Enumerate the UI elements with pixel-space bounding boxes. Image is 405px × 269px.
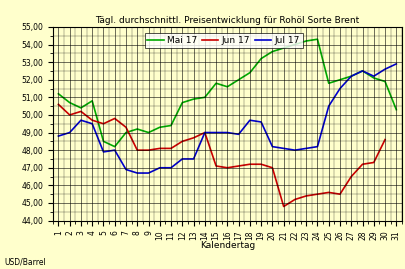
- Jun 17: [303, 194, 308, 197]
- Jul 17: [247, 119, 252, 122]
- Jul 17: [213, 131, 218, 134]
- Jul 17: [90, 122, 94, 125]
- Mai 17: [179, 101, 184, 104]
- Jun 17: [382, 138, 386, 141]
- Jun 17: [90, 119, 94, 122]
- Mai 17: [348, 75, 353, 78]
- Jul 17: [393, 62, 398, 65]
- Jul 17: [179, 157, 184, 161]
- Jun 17: [213, 164, 218, 168]
- Line: Jul 17: Jul 17: [58, 64, 395, 173]
- Jul 17: [269, 145, 274, 148]
- Jul 17: [224, 131, 229, 134]
- Mai 17: [157, 126, 162, 129]
- Mai 17: [134, 128, 139, 131]
- Jul 17: [78, 119, 83, 122]
- Jun 17: [123, 126, 128, 129]
- Line: Jun 17: Jun 17: [58, 104, 384, 207]
- Title: Tägl. durchschnittl. Preisentwicklung für Rohöl Sorte Brent: Tägl. durchschnittl. Preisentwicklung fü…: [95, 16, 358, 25]
- Jul 17: [134, 171, 139, 175]
- Jun 17: [348, 175, 353, 178]
- Mai 17: [78, 106, 83, 109]
- Mai 17: [292, 43, 296, 46]
- Jun 17: [281, 205, 286, 208]
- Mai 17: [303, 39, 308, 43]
- Jul 17: [314, 145, 319, 148]
- Jul 17: [326, 105, 330, 108]
- Jun 17: [326, 191, 330, 194]
- Mai 17: [168, 124, 173, 127]
- Mai 17: [146, 131, 151, 134]
- Jun 17: [112, 117, 117, 120]
- Jul 17: [258, 120, 263, 123]
- Jun 17: [202, 131, 207, 134]
- Jun 17: [67, 113, 72, 116]
- Jun 17: [146, 148, 151, 152]
- Jul 17: [123, 168, 128, 171]
- Jun 17: [359, 163, 364, 166]
- Mai 17: [224, 85, 229, 89]
- Jun 17: [247, 163, 252, 166]
- Jun 17: [269, 166, 274, 169]
- Mai 17: [337, 78, 341, 81]
- Mai 17: [213, 82, 218, 85]
- Jul 17: [303, 147, 308, 150]
- Jul 17: [101, 150, 106, 154]
- Jul 17: [146, 171, 151, 175]
- Jul 17: [157, 166, 162, 169]
- Jul 17: [281, 147, 286, 150]
- Jul 17: [348, 75, 353, 78]
- Mai 17: [202, 96, 207, 99]
- Mai 17: [326, 82, 330, 85]
- Jun 17: [168, 147, 173, 150]
- Jul 17: [112, 148, 117, 152]
- Jul 17: [359, 69, 364, 73]
- Jul 17: [202, 131, 207, 134]
- Text: USD/Barrel: USD/Barrel: [4, 257, 46, 266]
- Mai 17: [359, 69, 364, 73]
- Mai 17: [191, 97, 196, 101]
- Jul 17: [191, 157, 196, 161]
- Jun 17: [314, 193, 319, 196]
- Jul 17: [337, 87, 341, 90]
- Line: Mai 17: Mai 17: [58, 39, 395, 147]
- Jun 17: [56, 103, 61, 106]
- Mai 17: [101, 140, 106, 143]
- Mai 17: [393, 108, 398, 111]
- Jun 17: [179, 140, 184, 143]
- Jun 17: [236, 164, 241, 168]
- Jul 17: [292, 148, 296, 152]
- Mai 17: [281, 47, 286, 50]
- Jul 17: [168, 166, 173, 169]
- Jun 17: [258, 163, 263, 166]
- Jul 17: [382, 68, 386, 71]
- Jun 17: [157, 147, 162, 150]
- Jul 17: [371, 75, 375, 78]
- Mai 17: [247, 71, 252, 74]
- Mai 17: [123, 131, 128, 134]
- Mai 17: [314, 38, 319, 41]
- Jun 17: [224, 166, 229, 169]
- Jul 17: [236, 133, 241, 136]
- Jun 17: [337, 193, 341, 196]
- Mai 17: [56, 92, 61, 95]
- Jun 17: [292, 198, 296, 201]
- Mai 17: [258, 57, 263, 60]
- Jun 17: [101, 122, 106, 125]
- Mai 17: [236, 78, 241, 81]
- Mai 17: [67, 101, 72, 104]
- Jul 17: [56, 134, 61, 138]
- Mai 17: [269, 50, 274, 53]
- Mai 17: [382, 80, 386, 83]
- Jun 17: [371, 161, 375, 164]
- Jun 17: [191, 136, 196, 139]
- X-axis label: Kalendertag: Kalendertag: [199, 242, 254, 250]
- Legend: Mai 17, Jun 17, Jul 17: Mai 17, Jun 17, Jul 17: [144, 33, 302, 48]
- Mai 17: [90, 99, 94, 102]
- Jun 17: [134, 148, 139, 152]
- Jun 17: [78, 110, 83, 113]
- Mai 17: [371, 76, 375, 80]
- Mai 17: [112, 145, 117, 148]
- Jul 17: [67, 131, 72, 134]
